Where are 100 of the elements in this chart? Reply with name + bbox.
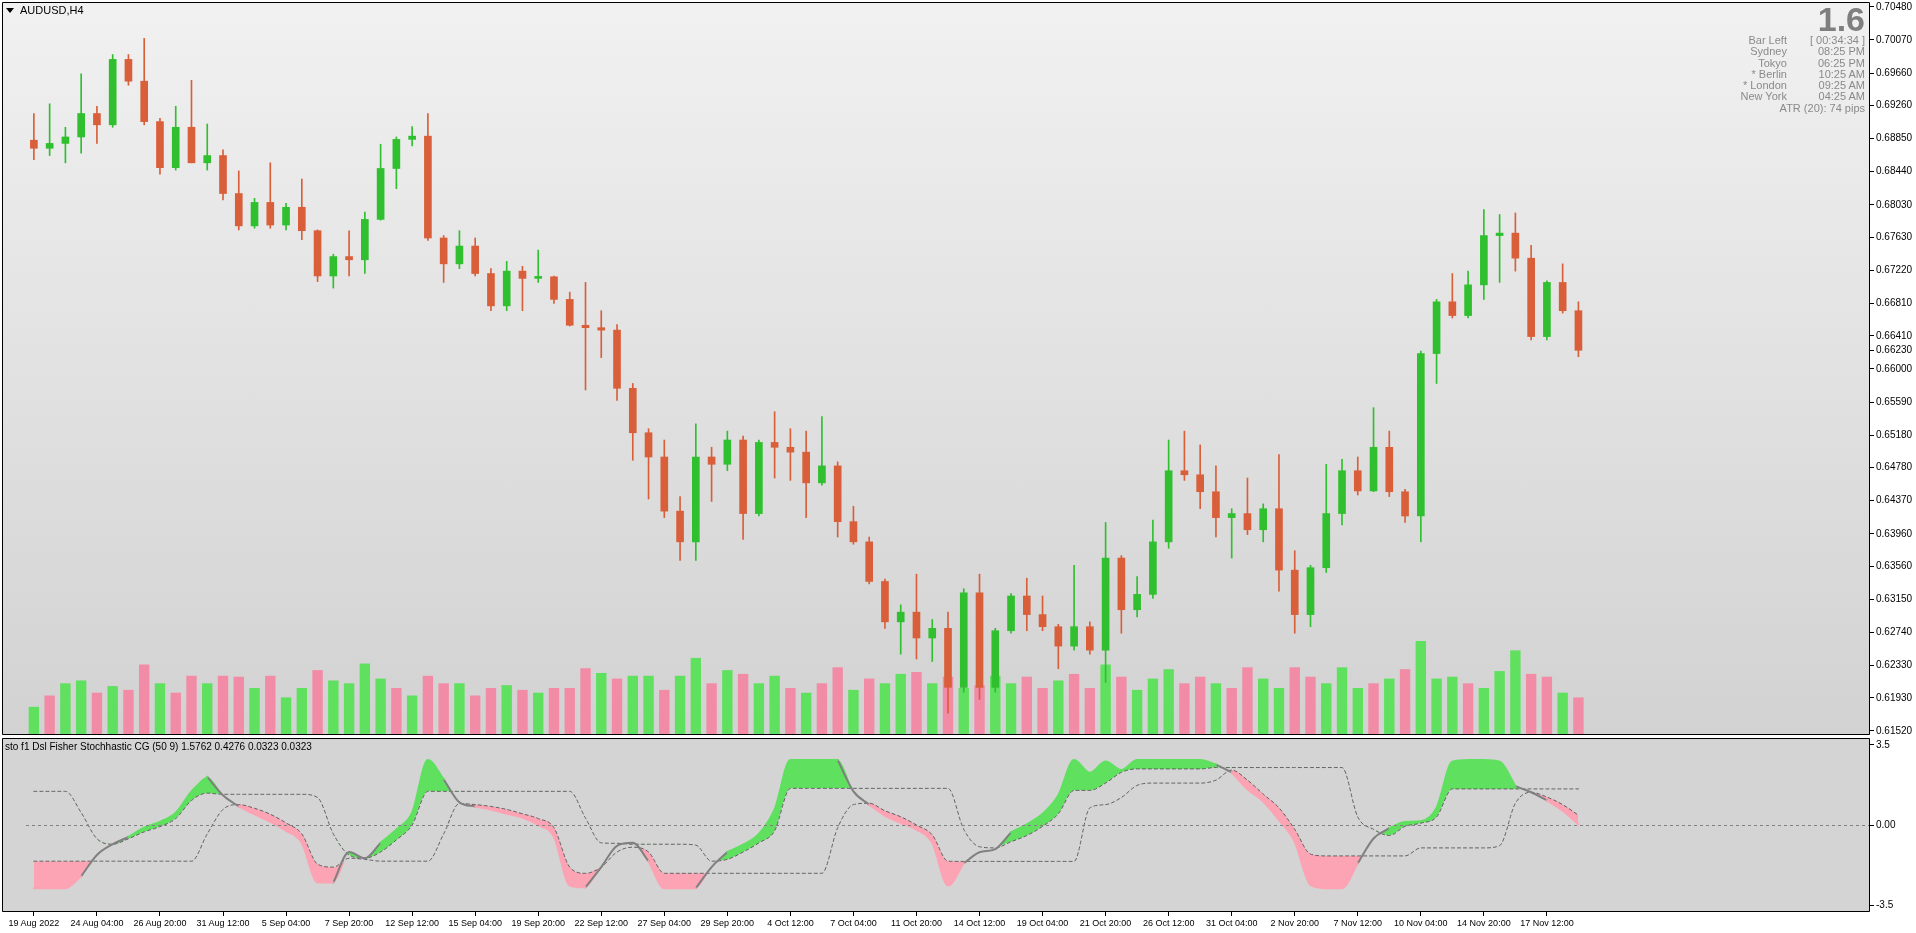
bar	[1163, 669, 1174, 735]
bar	[611, 678, 623, 735]
bar	[1321, 683, 1332, 735]
bar	[690, 657, 702, 735]
bar	[769, 675, 780, 735]
bar	[674, 675, 686, 735]
candlestick	[1070, 564, 1078, 651]
bar	[91, 692, 103, 735]
bar	[1005, 683, 1017, 735]
y-tick-label: 0.66410	[1876, 329, 1913, 341]
y-tick-label: 0.64370	[1876, 494, 1913, 506]
bar	[706, 683, 717, 735]
bar	[627, 675, 638, 735]
bar	[1084, 688, 1096, 735]
bar	[328, 680, 339, 735]
bar	[123, 689, 134, 735]
bar	[186, 675, 197, 735]
bar	[1037, 688, 1048, 735]
annotation: 10:25 AM	[1817, 67, 1865, 81]
bar	[391, 688, 402, 735]
bar	[406, 695, 418, 735]
y-tick-label: 0.63560	[1876, 559, 1913, 571]
bar	[1557, 692, 1568, 735]
annotation: Tokyo	[1758, 56, 1787, 69]
bar	[139, 664, 150, 735]
bar	[737, 673, 749, 735]
y-tick-label: 0.69260	[1876, 99, 1913, 111]
bar	[1431, 678, 1442, 735]
bar	[785, 688, 796, 735]
y-tick-label: -3.5	[1876, 898, 1894, 910]
annotation: [ 00:34:34 ]	[1809, 34, 1865, 47]
bar	[832, 667, 843, 735]
bar	[816, 683, 828, 735]
bar	[1525, 673, 1537, 735]
bar	[1068, 673, 1080, 735]
bar	[927, 683, 938, 735]
y-tick-label: 0.68850	[1876, 132, 1913, 144]
y-tick-label: 0.00	[1876, 818, 1896, 830]
bar	[1194, 676, 1206, 735]
bar	[75, 680, 87, 735]
annotation: Bar Left	[1747, 34, 1787, 47]
bar	[1179, 683, 1190, 735]
bar	[848, 689, 859, 735]
x-tick-label: 31 Aug 12:00	[196, 917, 250, 928]
bar	[753, 683, 765, 735]
y-tick-label: 0.65180	[1876, 428, 1913, 440]
candlestick	[928, 619, 937, 662]
bar	[454, 683, 465, 735]
bar	[1226, 688, 1237, 735]
bar	[1147, 678, 1159, 735]
bar	[1210, 683, 1222, 735]
candlestick	[818, 416, 826, 486]
x-tick-label: 19 Oct 04:00	[1016, 917, 1069, 928]
bar	[1415, 641, 1427, 735]
y-tick-label: 0.70070	[1876, 33, 1913, 45]
candlestick	[345, 230, 353, 277]
bar	[643, 675, 654, 735]
bar	[1100, 664, 1111, 735]
chart-title: sto f1 Dsl Fisher Stochhastic CG (50 9) 1.5762 0.4276 0.0323 0.0323	[5, 741, 312, 752]
bar	[343, 683, 355, 735]
y-tick-label: 0.67630	[1876, 230, 1913, 242]
bar	[1447, 676, 1458, 735]
candlestick	[597, 310, 606, 358]
bar	[154, 683, 166, 735]
bar	[233, 676, 244, 735]
bar	[217, 675, 229, 735]
x-tick-label: 24 Aug 04:00	[70, 917, 124, 928]
bar	[485, 688, 497, 735]
x-tick-label: 7 Oct 04:00	[830, 917, 877, 928]
bar	[422, 675, 434, 735]
x-tick-label: 22 Sep 12:00	[574, 917, 629, 928]
bar	[1053, 680, 1064, 735]
x-tick-label: 7 Nov 12:00	[1333, 917, 1383, 928]
annotation: New York	[1740, 90, 1787, 103]
y-tick-label: 0.66230	[1876, 344, 1913, 356]
candlestick	[203, 123, 212, 171]
bar	[879, 683, 891, 735]
bar	[1573, 697, 1584, 735]
bar	[60, 683, 71, 735]
y-tick-label: 0.69660	[1876, 66, 1913, 78]
candlestick	[408, 126, 416, 147]
x-tick-label: 19 Aug 2022	[8, 917, 60, 928]
y-tick-label: 0.67220	[1876, 264, 1913, 276]
candlestick	[30, 113, 38, 160]
bar	[1258, 678, 1269, 735]
x-tick-label: 29 Sep 20:00	[700, 917, 755, 928]
candlestick	[1227, 508, 1236, 559]
bar	[1494, 671, 1505, 735]
y-tick-label: 0.65590	[1876, 395, 1913, 407]
bar	[533, 692, 544, 735]
y-tick-label: 0.63960	[1876, 527, 1913, 539]
annotation: * Berlin	[1750, 67, 1787, 81]
bar	[296, 688, 308, 735]
bar	[312, 670, 323, 735]
bar	[911, 672, 922, 735]
annotation: Sydney	[1749, 45, 1787, 58]
x-tick-label: 21 Oct 20:00	[1079, 917, 1132, 928]
bar	[1462, 683, 1474, 735]
bar	[202, 683, 213, 735]
bar	[596, 672, 607, 735]
